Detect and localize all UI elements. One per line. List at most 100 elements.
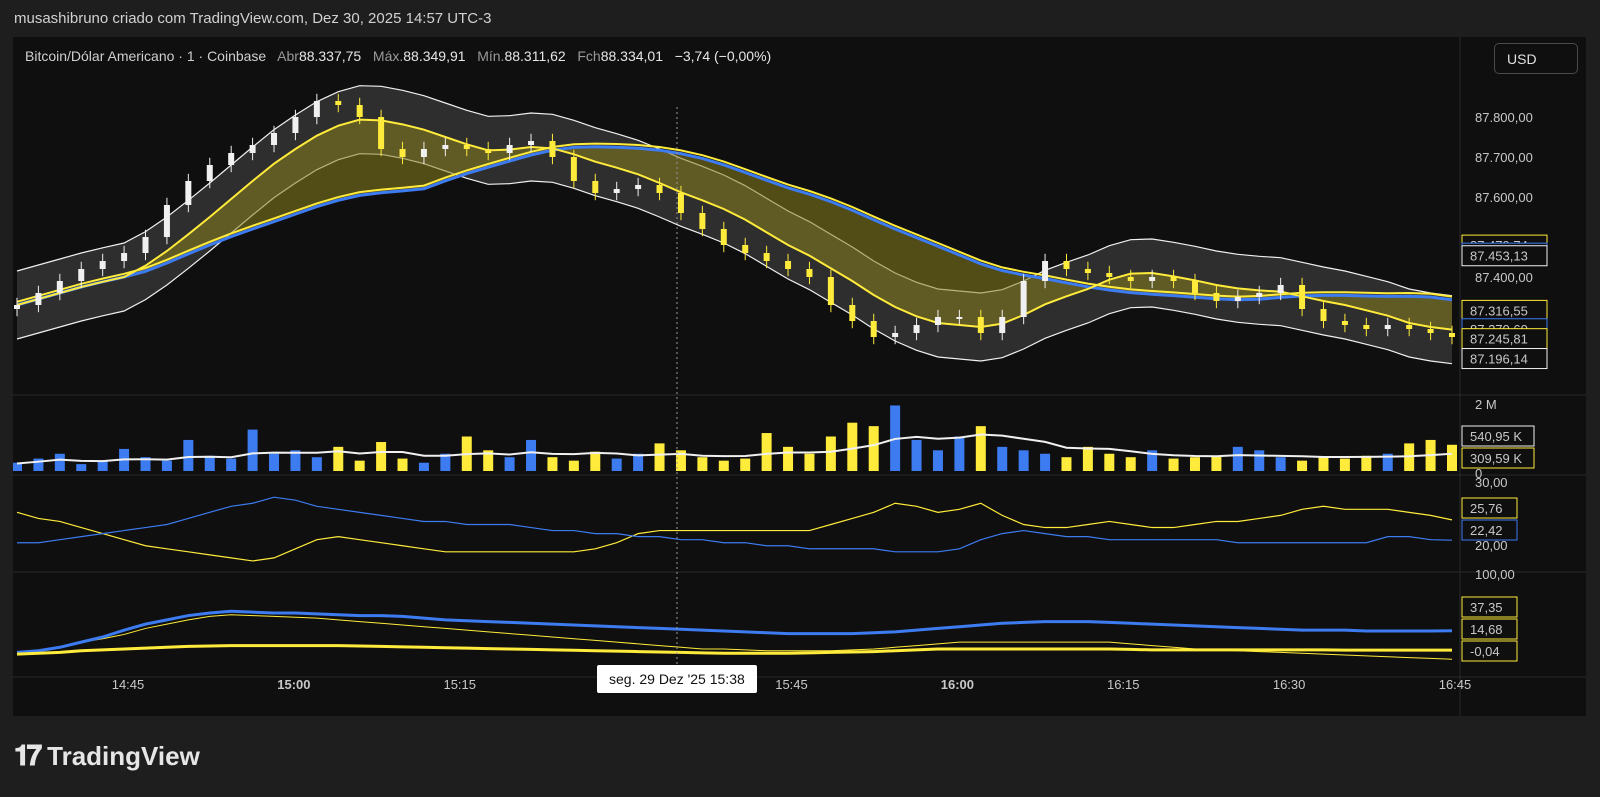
candle-body (313, 101, 320, 117)
candle-body (1084, 269, 1091, 273)
volume-bar (761, 433, 772, 471)
time-axis-tick: 16:15 (1107, 677, 1140, 692)
volume-bar (13, 462, 22, 471)
volume-bar (997, 446, 1008, 471)
volume-bar (783, 446, 794, 471)
ma-slow-blue-line (16, 145, 1453, 307)
volume-bar (718, 460, 729, 471)
price-label-value: 87.453,13 (1470, 249, 1528, 264)
indicator2-label-box (1461, 640, 1518, 662)
volume-bar (611, 458, 622, 471)
candle-body (1042, 261, 1049, 281)
volume-label-value: 540,95 K (1470, 429, 1522, 444)
time-axis-tick: 14:45 (112, 677, 145, 692)
time-axis-tick: 15:45 (775, 677, 808, 692)
candle-body (228, 153, 235, 165)
volume-bar (483, 450, 494, 471)
volume-bar (418, 462, 429, 471)
price-axis-tick: 87.800,00 (1475, 110, 1533, 125)
volume-bar (975, 426, 986, 471)
candle-body (399, 149, 406, 157)
candle-body (1406, 325, 1413, 329)
chart-frame[interactable]: Bitcoin/Dólar Americano · 1 · Coinbase A… (13, 37, 1586, 716)
volume-bar (911, 439, 922, 471)
indicator2-upper-line (16, 609, 1453, 654)
candle-body (271, 133, 278, 145)
volume-bar (354, 460, 365, 471)
bollinger-band-fill (17, 85, 1452, 364)
volume-bar (590, 451, 601, 471)
candle-body (292, 117, 299, 133)
candle-body (892, 333, 899, 337)
volume-bar (1211, 455, 1222, 471)
indicator2-label-box (1461, 618, 1518, 640)
volume-bar (1232, 446, 1243, 471)
candle-body (570, 157, 577, 181)
price-label-box (1461, 245, 1548, 267)
candle-body (463, 145, 470, 149)
tradingview-logo-icon: 𝟏𝟕 (14, 740, 42, 771)
candle-body (1384, 325, 1391, 329)
volume-bar (1040, 453, 1051, 471)
indicator1-label-box (1461, 497, 1518, 519)
volume-bar (311, 457, 322, 471)
chart-canvas[interactable]: 87.800,00 87.700,00 87.600,00 87.400,00 87.4… (13, 37, 1586, 716)
open-label: Abr (277, 48, 299, 64)
candle-body (956, 317, 963, 319)
candle-body (849, 305, 856, 321)
volume-bar (1318, 457, 1329, 471)
time-axis-tick: 16:00 (941, 677, 974, 692)
volume-bar (804, 453, 815, 471)
candle-body (870, 321, 877, 337)
indicator1-label-value: 25,76 (1470, 501, 1503, 516)
volume-bar (1018, 450, 1029, 471)
price-label-value: 87.196,14 (1470, 352, 1528, 367)
candle-body (99, 261, 106, 269)
price-axis-tick: 87.600,00 (1475, 190, 1533, 205)
volume-bar (33, 458, 44, 471)
candle-body (1106, 273, 1113, 277)
candle-body (1234, 297, 1241, 301)
volume-bar (290, 450, 301, 471)
volume-bar (504, 457, 515, 471)
candle-body (677, 193, 684, 213)
candle-body (549, 141, 556, 157)
volume-bar (568, 460, 579, 471)
ma-cloud-fill (17, 119, 1452, 330)
volume-bar (1189, 457, 1200, 471)
candle-body (999, 317, 1006, 333)
candle-body (1299, 285, 1306, 309)
candle-body (1363, 325, 1370, 329)
volume-bar (1061, 457, 1072, 471)
candle-body (378, 117, 385, 149)
volume-bar (54, 453, 65, 471)
volume-bar (440, 453, 451, 471)
candle-body (1213, 293, 1220, 301)
currency-selector[interactable]: USD (1494, 43, 1578, 74)
volume-bar (1147, 450, 1158, 471)
change-value: −3,74 (−0,00%) (674, 48, 772, 64)
indicator1-axis-tick: 20,00 (1475, 538, 1508, 553)
candle-body (1341, 321, 1348, 325)
volume-bar (526, 439, 537, 471)
volume-bar (376, 442, 387, 471)
brand-name: TradingView (47, 741, 200, 771)
crosshair-time-label: seg. 29 Dez '25 15:38 (597, 665, 757, 693)
ma-fast-line (16, 118, 1453, 331)
indicator1-label-box (1461, 519, 1518, 541)
candle-body (185, 181, 192, 205)
candle-body (420, 149, 427, 157)
candle-body (1063, 261, 1070, 269)
candle-body (656, 185, 663, 193)
volume-bar (932, 450, 943, 471)
candle-body (1277, 285, 1284, 293)
volume-bar (825, 436, 836, 471)
volume-bar (740, 458, 751, 471)
volume-bar (654, 443, 665, 471)
candle-body (121, 253, 128, 261)
volume-bar (1447, 444, 1457, 471)
volume-bar (675, 450, 686, 471)
candle-body (506, 145, 513, 153)
symbol-legend: Bitcoin/Dólar Americano · 1 · Coinbase A… (25, 48, 771, 64)
candle-body (1256, 293, 1263, 297)
